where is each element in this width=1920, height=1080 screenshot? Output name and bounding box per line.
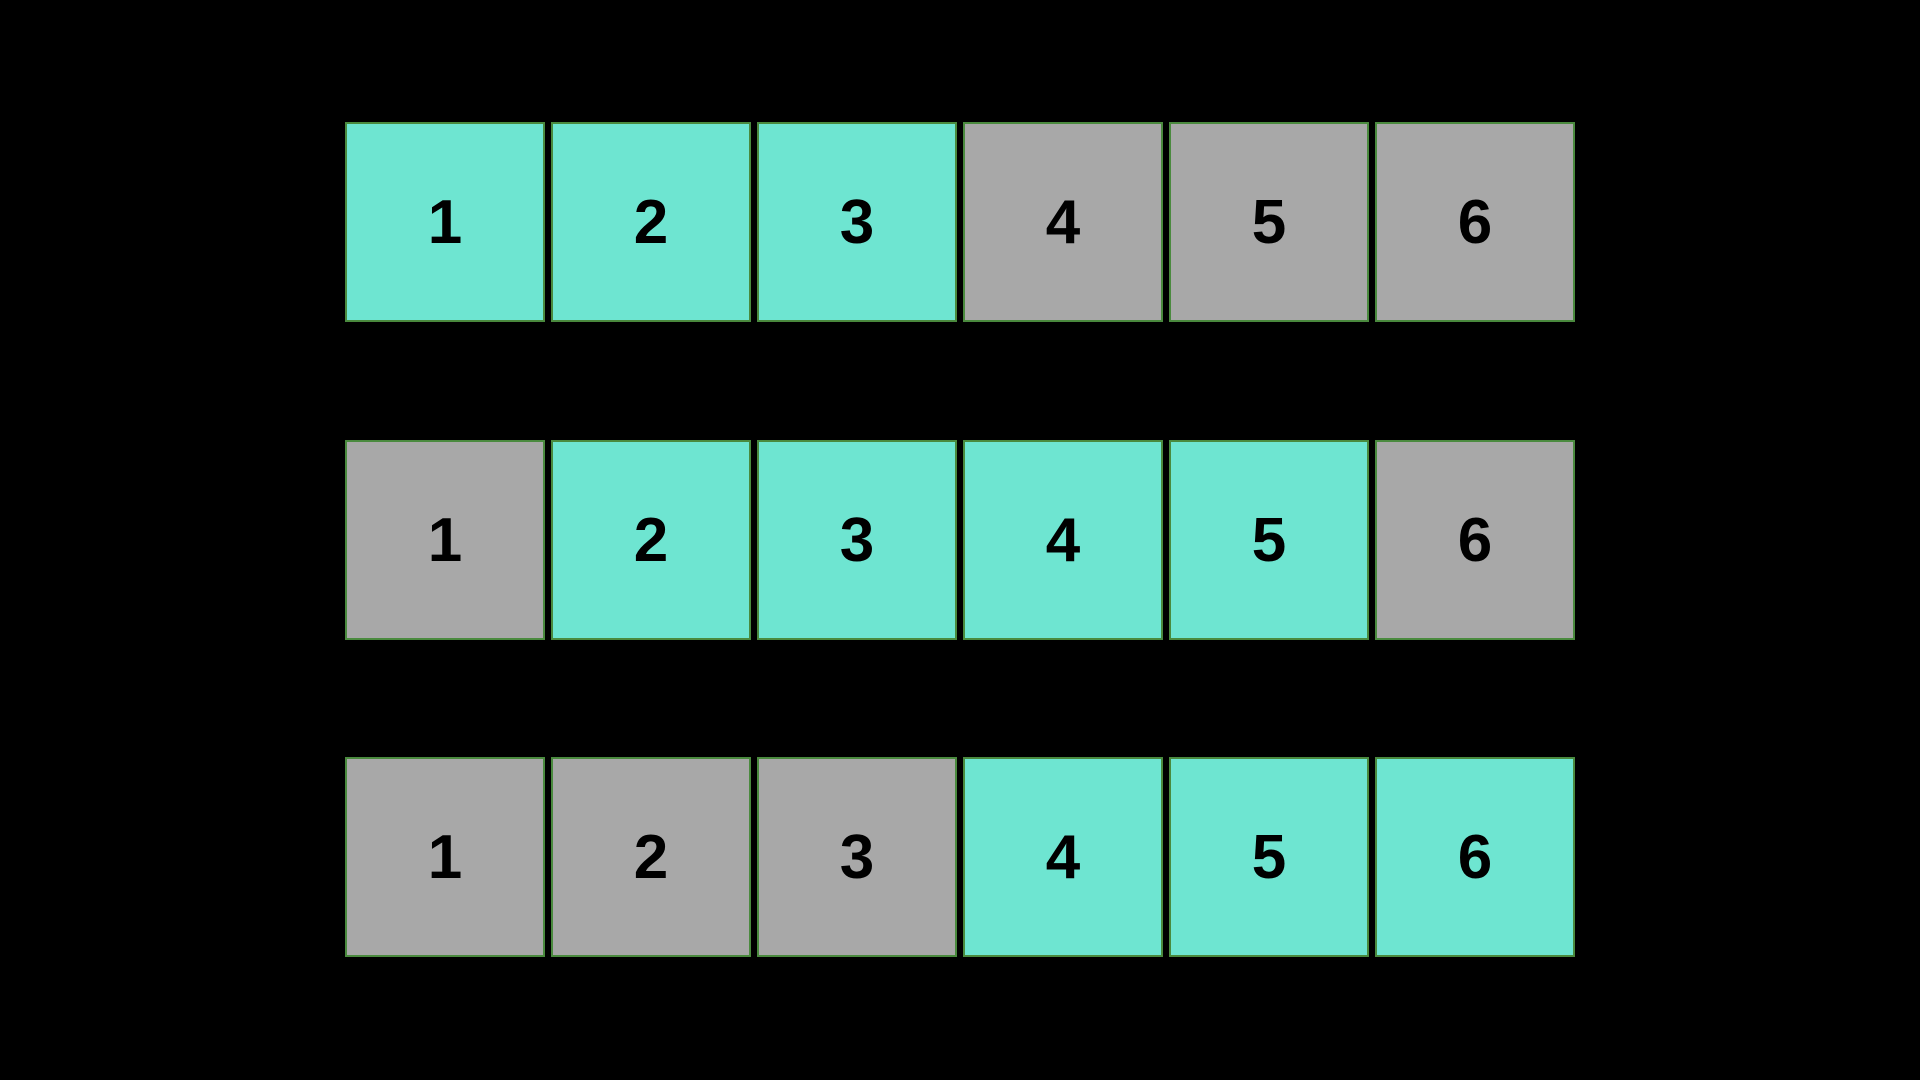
cell-6: 6 (1375, 440, 1575, 640)
cell-1: 1 (345, 757, 545, 957)
cell-5-highlighted: 5 (1169, 757, 1369, 957)
cell-3: 3 (757, 757, 957, 957)
cell-3-highlighted: 3 (757, 122, 957, 322)
cell-4-highlighted: 4 (963, 440, 1163, 640)
cell-4-highlighted: 4 (963, 757, 1163, 957)
cell-1: 1 (345, 440, 545, 640)
cell-4: 4 (963, 122, 1163, 322)
cell-1-highlighted: 1 (345, 122, 545, 322)
cell-5: 5 (1169, 122, 1369, 322)
cell-2: 2 (551, 757, 751, 957)
cell-6: 6 (1375, 122, 1575, 322)
cell-2-highlighted: 2 (551, 440, 751, 640)
cell-3-highlighted: 3 (757, 440, 957, 640)
cell-5-highlighted: 5 (1169, 440, 1369, 640)
cell-6-highlighted: 6 (1375, 757, 1575, 957)
cell-2-highlighted: 2 (551, 122, 751, 322)
